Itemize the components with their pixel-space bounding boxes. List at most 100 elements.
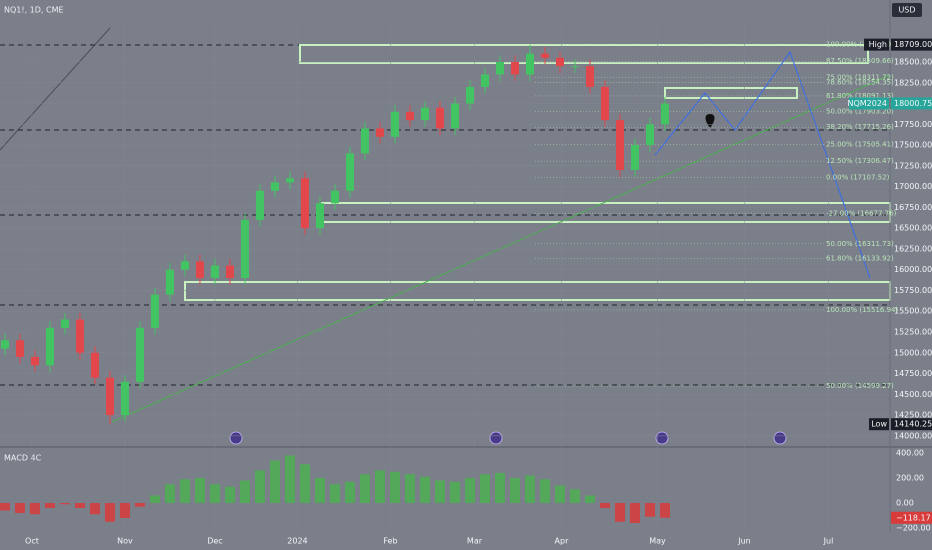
- macd-bar: [494, 473, 505, 503]
- macd-bar: [59, 503, 70, 505]
- y-tick-label: 16500.00: [894, 224, 932, 233]
- macd-bar: [584, 495, 595, 503]
- macd-bar: [284, 455, 295, 503]
- macd-last-label: −118.17: [896, 513, 931, 522]
- currency[interactable]: USD: [898, 6, 915, 15]
- fib-label: 100.00% (15516.94): [826, 306, 899, 314]
- y-tick-label: 14750.00: [894, 369, 932, 378]
- macd-bar: [539, 479, 550, 503]
- candle-body: [495, 61, 504, 75]
- candle-body: [600, 86, 609, 121]
- currency-box[interactable]: [892, 3, 922, 17]
- y-tick-label: 15500.00: [894, 307, 932, 316]
- candle-body: [285, 178, 294, 183]
- fib-label: 61.80% (18091.13): [826, 92, 894, 100]
- fib-label: 12.50% (17306.47): [826, 157, 894, 165]
- macd-bar: [209, 484, 220, 503]
- candle-body: [210, 265, 219, 279]
- candle-body: [540, 53, 549, 58]
- fib-label: 75.00% (18311.72): [826, 74, 894, 82]
- macd-bar: [224, 486, 235, 503]
- y-tick-label: 17000.00: [894, 182, 932, 191]
- macd-bar: [0, 503, 10, 511]
- candle-body: [135, 327, 144, 382]
- trend-line: [111, 74, 891, 423]
- macd-bar: [14, 503, 25, 513]
- candle-body: [270, 182, 279, 191]
- price-tag-name: High: [869, 40, 887, 49]
- price-tag-value: 14140.25: [894, 420, 932, 429]
- dashed-levels: [0, 44, 890, 386]
- macd-bar: [554, 485, 565, 503]
- price-tag-bg: [891, 38, 932, 51]
- price-tag-value: 18000.75: [894, 99, 932, 108]
- candle-body: [345, 153, 354, 191]
- x-tick-label: Oct: [25, 537, 39, 546]
- fib-label: 0.00% (17107.52): [826, 174, 890, 182]
- price-tag-name: Low: [871, 420, 887, 429]
- macd-bar: [194, 478, 205, 503]
- candle-body: [225, 265, 234, 279]
- price-tag-name-bg: [864, 38, 889, 51]
- candle-body: [645, 124, 654, 146]
- macd-title: MACD 4C: [4, 454, 42, 463]
- candle-body: [315, 203, 324, 229]
- candle-body: [390, 111, 399, 137]
- y-tick-label: 15750.00: [894, 286, 932, 295]
- candle-body: [570, 66, 579, 68]
- macd-bar: [599, 503, 610, 508]
- price-tag-name-bg: [849, 97, 889, 110]
- x-tick-label: Jun: [737, 537, 751, 546]
- macd-tick-label: 400.00: [896, 449, 924, 458]
- candle-body: [0, 340, 9, 349]
- fib-label: 61.80% (16133.92): [826, 255, 894, 263]
- candle-body: [510, 61, 519, 75]
- candle-body: [555, 57, 564, 67]
- x-tick-label: Feb: [383, 537, 397, 546]
- fib-label: 100.00% (18709.00): [826, 41, 899, 49]
- y-tick-label: 17500.00: [894, 141, 932, 150]
- price-tag-name: NQM2024: [847, 99, 887, 108]
- macd-bar: [179, 479, 190, 503]
- x-tick-label: Jul: [823, 537, 834, 546]
- projection-path: [654, 50, 871, 279]
- marker-icon: [705, 114, 715, 128]
- candle-body: [60, 319, 69, 328]
- candle-body: [375, 128, 384, 137]
- macd-bar: [479, 474, 490, 503]
- candle-body: [15, 340, 24, 357]
- macd-bar: [659, 503, 670, 518]
- candle-body: [615, 120, 624, 170]
- macd-bar: [389, 471, 400, 503]
- macd-bar: [509, 478, 520, 503]
- candle-body: [255, 190, 264, 220]
- macd-tick-label: −200.00: [896, 524, 931, 533]
- candle-body: [630, 145, 639, 170]
- candle-body: [300, 178, 309, 229]
- symbol: NQ1!, 1D, CME: [4, 6, 64, 15]
- macd-bar: [164, 484, 175, 503]
- fib-label: 50.00% (16311.73): [826, 240, 894, 248]
- y-tick-label: 15250.00: [894, 328, 932, 337]
- macd-bar: [44, 503, 55, 508]
- macd-bar: [134, 503, 145, 507]
- macd-bar: [269, 460, 280, 503]
- fib-label: 50.00% (14599.27): [826, 382, 894, 390]
- fib-label: -27.00% (16677.76): [826, 209, 897, 217]
- candle-body: [660, 103, 669, 125]
- macd-bar: [344, 481, 355, 503]
- macd-bar: [119, 503, 130, 518]
- macd-bar: [29, 503, 40, 515]
- price-tag-bg: [891, 97, 932, 110]
- candle-body: [150, 294, 159, 328]
- y-tick-label: 16000.00: [894, 265, 932, 274]
- candle-body: [240, 219, 249, 279]
- candle-body: [405, 111, 414, 121]
- macd-bar: [524, 475, 535, 503]
- y-tick-label: 17250.00: [894, 161, 932, 170]
- macd-bar: [614, 503, 625, 522]
- macd-bar: [254, 470, 265, 503]
- candle-body: [195, 261, 204, 279]
- macd-bar: [464, 478, 475, 503]
